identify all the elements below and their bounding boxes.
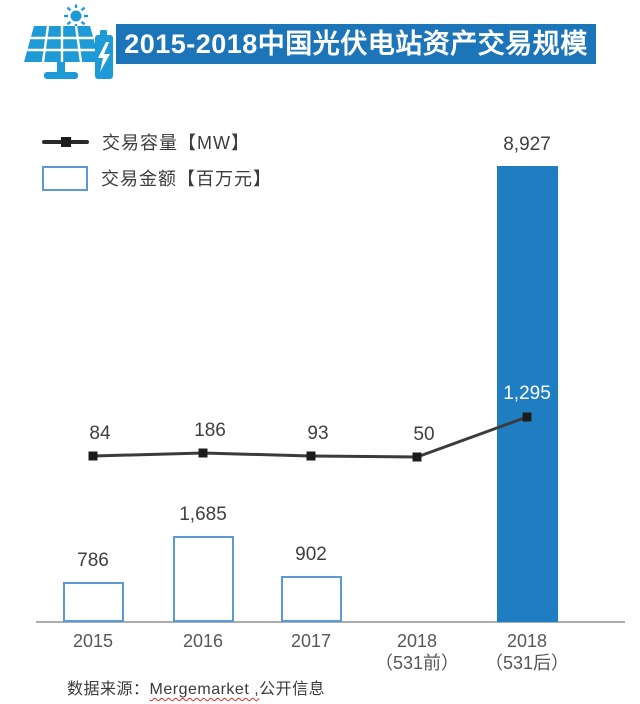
x-axis-label-line: 2018 [506,631,548,651]
bar-2018（531后） [497,166,558,622]
x-axis-label-2017: 2017 [246,630,376,652]
x-axis-label-line: （531后） [484,653,570,673]
line-value-2017: 93 [307,423,329,444]
legend-item-capacity: 交易容量【MW】 [42,129,272,155]
bar-value-2015: 786 [77,550,109,571]
line-value-2015: 84 [89,423,111,444]
x-axis-label-2018（531前）: 2018 （531前） [352,630,482,674]
data-source-suffix: 公开信息 [259,681,326,698]
x-axis-label-line: 2015 [72,631,114,651]
bar-value-2017: 902 [295,544,327,565]
x-axis-line [36,621,625,623]
line-marker-icon [61,137,71,147]
bar-2015 [63,582,124,622]
line-value-2016: 186 [194,420,226,441]
solar-panel-battery-sun-icon [24,4,113,79]
lightning-bolt-icon [98,42,110,72]
line-series-swatch-icon [42,137,89,147]
legend-label-amount: 交易金额【百万元】 [101,169,272,189]
x-axis-label-line: （531前） [374,653,460,673]
x-axis-label-line: 2016 [182,631,224,651]
line-value-2018（531前）: 50 [413,424,435,445]
bar-value-2018（531后）: 8,927 [503,134,551,155]
line-value-2018（531后）: 1,295 [503,383,551,404]
page-title: 2015-2018中国光伏电站资产交易规模 [116,24,596,64]
x-axis-label-2015: 2015 [28,630,158,652]
panel-base-icon [44,72,78,79]
bar-value-2016: 1,685 [179,504,227,525]
line-point-2015 [88,451,98,461]
line-point-2018（531前） [412,452,422,462]
line-point-2017 [306,451,316,461]
line-point-2016 [198,448,208,458]
legend-item-amount: 交易金额【百万元】 [42,165,272,191]
data-source-note: 数据来源：Mergemarket ,公开信息 [67,675,325,699]
x-axis-label-2016: 2016 [138,630,268,652]
x-axis-label-line: 2018 [396,631,438,651]
bar-2017 [281,576,342,622]
data-source-prefix: 数据来源： [67,681,150,698]
legend-label-capacity: 交易容量【MW】 [102,133,250,153]
x-axis-label-2018（531后）: 2018 （531后） [462,630,592,674]
sun-icon [70,10,82,22]
panel-stand-icon [57,62,65,73]
bar-series-swatch-icon [42,165,88,191]
misspelled-word: Mergemarket , [149,681,260,698]
legend: 交易容量【MW】 交易金额【百万元】 [42,129,272,201]
bar-2016 [173,536,234,622]
x-axis-label-line: 2017 [290,631,332,651]
